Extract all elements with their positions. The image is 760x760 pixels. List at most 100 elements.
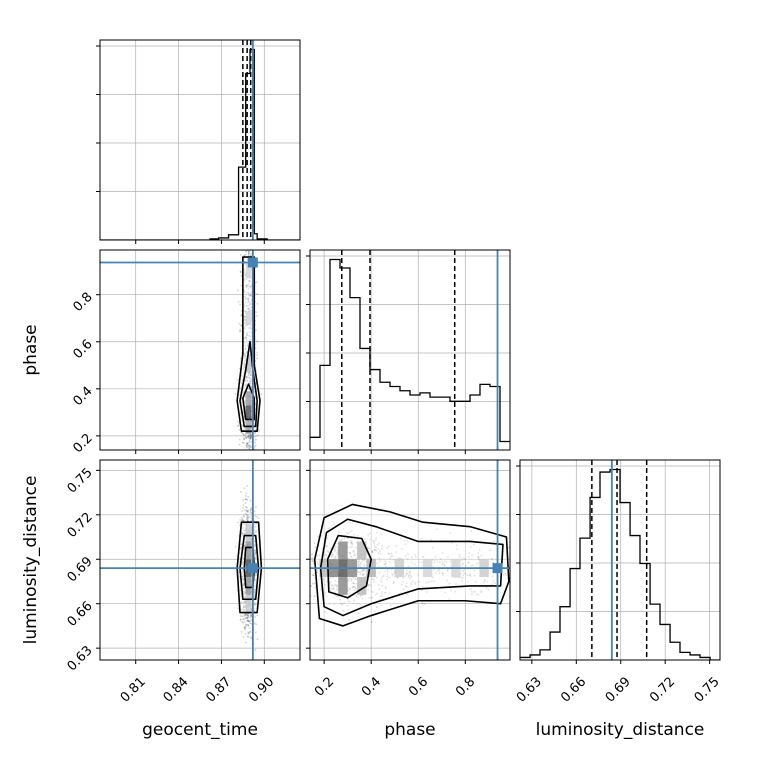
sample-point bbox=[242, 442, 245, 444]
sample-point bbox=[243, 438, 246, 440]
sample-point bbox=[249, 436, 252, 439]
sample-point bbox=[253, 450, 255, 452]
sample-point bbox=[247, 462, 249, 464]
sample-point bbox=[331, 553, 334, 556]
sample-point bbox=[333, 547, 336, 550]
sample-point bbox=[406, 585, 408, 588]
sample-point bbox=[380, 548, 383, 550]
sample-point bbox=[371, 550, 374, 553]
sample-point bbox=[379, 598, 381, 601]
y-tick-label-luminosity_distance-3: 0.72 bbox=[65, 510, 96, 541]
sample-point bbox=[351, 586, 354, 589]
sample-point bbox=[381, 591, 384, 593]
sample-point bbox=[362, 569, 364, 571]
sample-point bbox=[254, 531, 257, 533]
sample-point bbox=[248, 334, 250, 337]
sample-point bbox=[243, 357, 246, 359]
sample-point bbox=[378, 550, 381, 553]
sample-point bbox=[245, 352, 248, 355]
contour-level-2 bbox=[326, 534, 372, 599]
sample-point bbox=[241, 577, 244, 580]
sample-point bbox=[244, 625, 247, 628]
sample-point bbox=[367, 584, 370, 586]
sample-point bbox=[404, 585, 407, 587]
sample-point bbox=[245, 513, 248, 516]
sample-point bbox=[250, 435, 253, 438]
sample-point bbox=[347, 532, 350, 535]
sample-point bbox=[244, 509, 246, 512]
sample-point bbox=[247, 243, 249, 245]
sample-point bbox=[355, 582, 358, 585]
sample-point bbox=[484, 579, 486, 581]
sample-point bbox=[245, 444, 248, 447]
sample-point bbox=[246, 258, 249, 261]
sample-point bbox=[320, 588, 323, 591]
sample-point bbox=[247, 246, 249, 248]
sample-point bbox=[249, 436, 252, 439]
sample-point bbox=[249, 382, 252, 385]
sample-point bbox=[368, 597, 370, 599]
sample-point bbox=[352, 585, 354, 588]
sample-point bbox=[380, 533, 383, 535]
sample-point bbox=[470, 587, 473, 590]
sample-point bbox=[373, 549, 376, 551]
sample-point bbox=[239, 548, 242, 550]
sample-point bbox=[244, 436, 247, 439]
sample-point bbox=[237, 424, 239, 427]
sample-point bbox=[246, 617, 249, 620]
sample-point bbox=[321, 548, 324, 550]
sample-point bbox=[247, 308, 250, 311]
sample-point bbox=[247, 284, 249, 287]
sample-point bbox=[244, 347, 247, 350]
sample-point bbox=[359, 594, 362, 597]
sample-point bbox=[249, 630, 251, 633]
sample-point bbox=[248, 377, 251, 380]
sample-point bbox=[334, 579, 337, 582]
sample-point bbox=[249, 499, 252, 502]
sample-point bbox=[254, 515, 257, 517]
sample-point bbox=[491, 579, 494, 582]
sample-point bbox=[362, 559, 365, 562]
sample-point bbox=[358, 565, 361, 568]
sample-point bbox=[487, 588, 490, 591]
sample-point bbox=[386, 578, 388, 581]
sample-point bbox=[313, 542, 316, 545]
sample-point bbox=[438, 561, 441, 564]
sample-point bbox=[322, 578, 325, 581]
sample-point bbox=[414, 563, 416, 566]
sample-point bbox=[234, 393, 237, 396]
sample-point bbox=[328, 527, 331, 530]
sample-point bbox=[353, 599, 356, 602]
sample-point bbox=[477, 594, 480, 596]
sample-point bbox=[249, 510, 252, 512]
sample-point bbox=[243, 279, 246, 282]
sample-point bbox=[246, 242, 248, 244]
sample-point bbox=[238, 330, 241, 333]
sample-point bbox=[468, 573, 471, 576]
sample-point bbox=[446, 568, 449, 571]
sample-point bbox=[245, 250, 247, 253]
sample-point bbox=[318, 554, 321, 557]
sample-point bbox=[244, 463, 246, 465]
sample-point bbox=[237, 521, 240, 524]
histogram-luminosity_distance bbox=[520, 468, 720, 660]
sample-point bbox=[256, 434, 259, 437]
sample-point bbox=[316, 569, 319, 572]
sample-point bbox=[477, 556, 479, 559]
sample-point bbox=[253, 549, 256, 551]
sample-point bbox=[243, 618, 245, 621]
sample-point bbox=[381, 545, 384, 548]
sample-point bbox=[471, 564, 474, 567]
sample-point bbox=[249, 294, 252, 297]
sample-point bbox=[247, 616, 250, 619]
sample-point bbox=[357, 571, 360, 574]
sample-point bbox=[241, 568, 244, 571]
sample-point bbox=[239, 360, 242, 363]
sample-point bbox=[373, 610, 376, 613]
sample-point bbox=[318, 578, 320, 581]
sample-point bbox=[242, 245, 244, 247]
sample-point bbox=[246, 635, 249, 638]
sample-point bbox=[470, 590, 473, 593]
sample-point bbox=[243, 365, 245, 367]
x-tick-label-phase-3: 0.8 bbox=[453, 674, 478, 699]
